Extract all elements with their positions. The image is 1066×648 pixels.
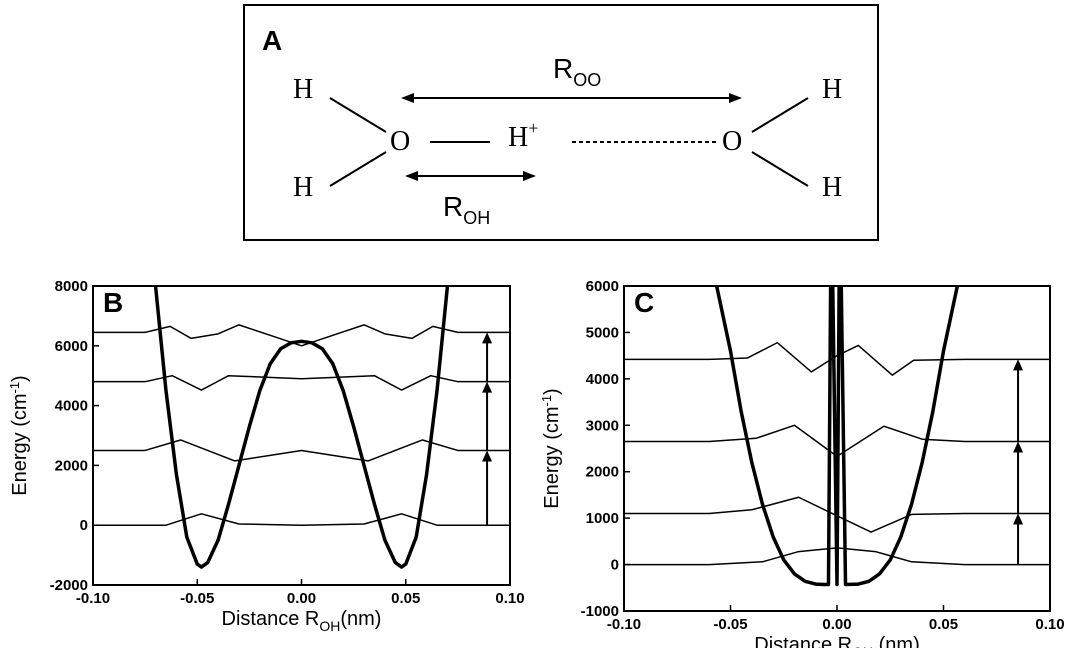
y-tick-label: 2000	[586, 464, 619, 481]
x-tick-label: 0.05	[929, 616, 958, 633]
atom-h-bottom-left: H	[293, 172, 313, 203]
atom-proton: H+	[508, 118, 538, 153]
y-tick-label: 0	[80, 517, 88, 534]
x-tick-label: -0.10	[607, 616, 641, 633]
plot-area	[93, 286, 510, 569]
x-tick-label: 0.10	[495, 590, 524, 607]
potential-curve	[153, 286, 450, 569]
x-axis-label: Distance ROH (nm)	[754, 634, 919, 648]
transition-arrowhead-0	[482, 450, 493, 462]
y-tick-label: 4000	[586, 371, 619, 388]
chart-panel-c: -0.10 -0.05 0.00 0.05 0.10 -1000 0 1000 2000 3000…	[539, 278, 1065, 648]
schematic-frame	[243, 4, 879, 241]
y-tick-label: 8000	[55, 278, 88, 295]
plot-frame	[92, 285, 511, 586]
atom-o-left: O	[390, 126, 410, 157]
potential-curve	[714, 286, 960, 587]
x-tick-label: 0.05	[391, 590, 420, 607]
chart-panel-b: -0.10 -0.05 0.00 0.05 0.10 -2000 0 2000 4000 6000…	[7, 278, 525, 634]
x-tick-label: -0.10	[76, 590, 110, 607]
transition-arrowhead-1	[1013, 441, 1024, 453]
schematic-panel-a: A H H O H+ O H H ROO ROH	[243, 4, 879, 241]
y-tick-label: 6000	[55, 338, 88, 355]
bond-o-h-bottom-left	[329, 151, 387, 187]
y-tick-label: -1000	[581, 603, 619, 620]
x-tick-label: -0.05	[713, 616, 747, 633]
y-tick-label: -2000	[50, 577, 88, 594]
x-tick-label: 0.10	[1035, 616, 1064, 633]
bond-o-h-top-left	[329, 97, 387, 133]
x-tick-label: -0.05	[180, 590, 214, 607]
transition-arrowhead-1	[482, 381, 493, 393]
y-tick-label: 6000	[586, 278, 619, 295]
bond-o-h-bottom-right	[751, 151, 809, 187]
wavefunction-level-3	[93, 324, 510, 347]
x-axis-label: Distance ROH(nm)	[222, 608, 382, 634]
wavefunction-level-0	[93, 513, 510, 526]
y-axis-label: Energy (cm-1)	[539, 388, 563, 508]
atom-h-bottom-right: H	[822, 172, 842, 203]
r-oo-arrow	[401, 93, 742, 103]
plot-area	[624, 286, 1050, 587]
panel-label: B	[103, 287, 123, 318]
r-oh-label: ROH	[443, 191, 490, 228]
y-tick-label: 3000	[586, 417, 619, 434]
atom-o-right: O	[722, 126, 742, 157]
r-oh-arrow	[405, 171, 536, 181]
proton-charge: +	[528, 118, 538, 138]
y-tick-label: 5000	[586, 324, 619, 341]
y-tick-label: 0	[611, 557, 619, 574]
wavefunction-level-2	[93, 374, 510, 391]
y-tick-label: 2000	[55, 457, 88, 474]
x-tick-label: 0.00	[287, 590, 316, 607]
transition-arrowhead-0	[1013, 513, 1024, 525]
r-oo-label: ROO	[553, 53, 601, 90]
panel-label: C	[634, 287, 654, 318]
atom-h-top-right: H	[822, 74, 842, 105]
transition-arrowhead-2	[482, 332, 493, 344]
y-tick-label: 1000	[586, 510, 619, 527]
atom-h-top-left: H	[293, 74, 313, 105]
panel-label-a: A	[262, 25, 282, 56]
wavefunction-level-1	[93, 439, 510, 462]
x-tick-label: 0.00	[822, 616, 851, 633]
bond-o-h-top-right	[751, 97, 809, 133]
y-tick-label: 4000	[55, 398, 88, 415]
transition-arrowhead-2	[1013, 359, 1024, 371]
y-axis-label: Energy (cm-1)	[7, 375, 31, 495]
